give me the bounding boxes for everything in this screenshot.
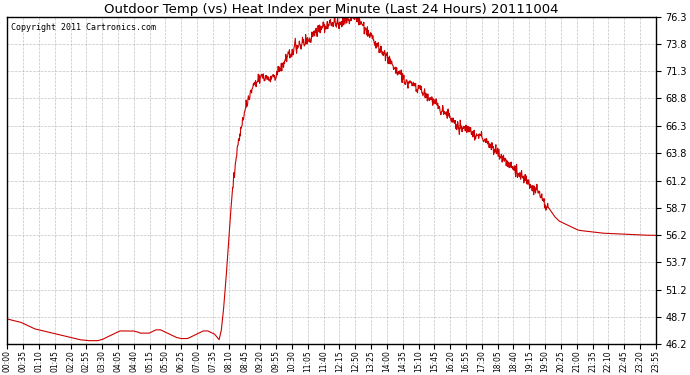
Text: Copyright 2011 Cartronics.com: Copyright 2011 Cartronics.com [10, 24, 155, 33]
Title: Outdoor Temp (vs) Heat Index per Minute (Last 24 Hours) 20111004: Outdoor Temp (vs) Heat Index per Minute … [104, 3, 559, 16]
